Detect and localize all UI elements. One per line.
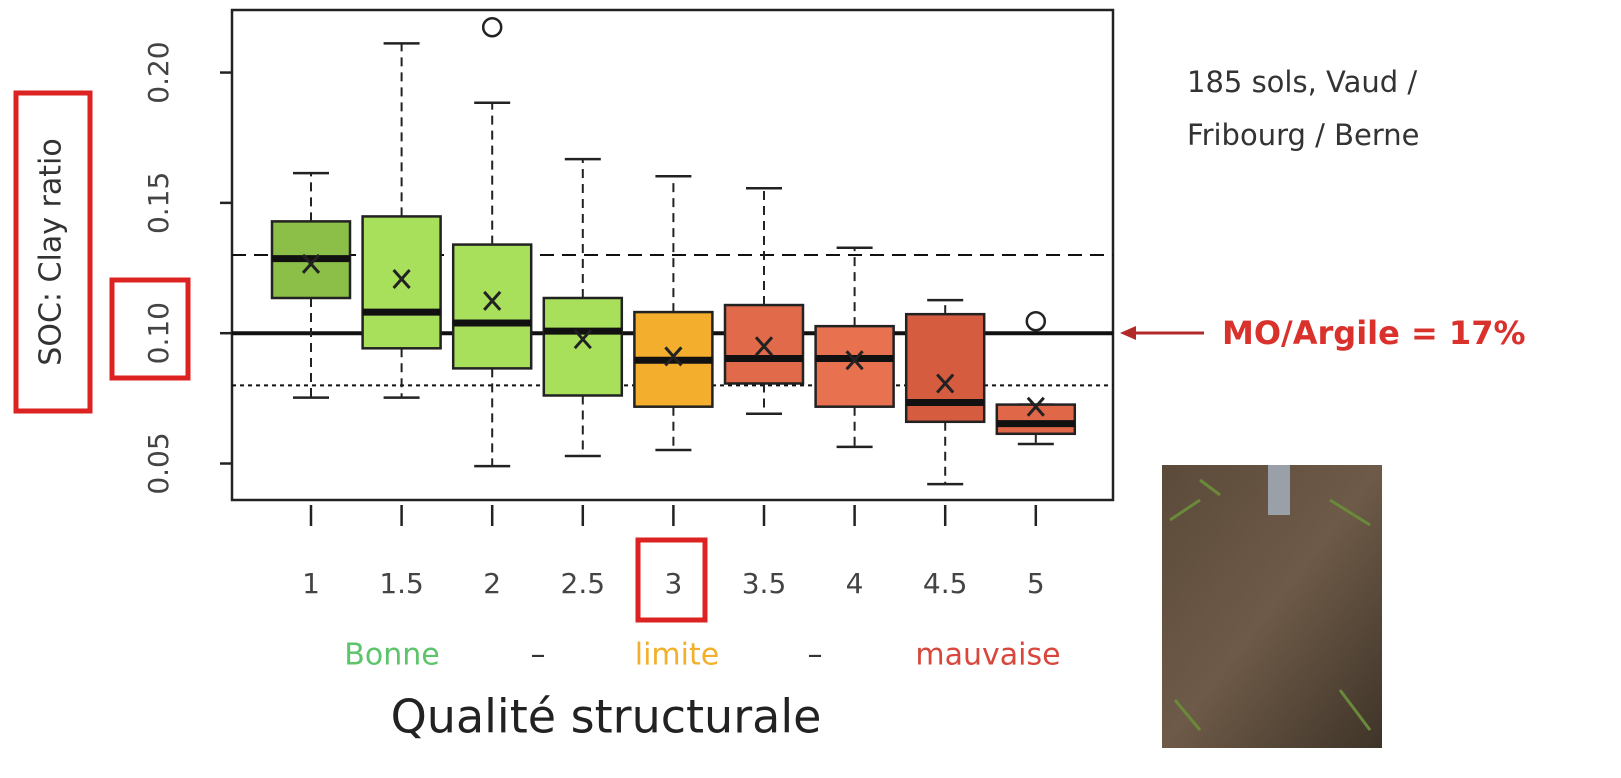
x-axis-title: Qualité structurale	[391, 690, 822, 744]
x-tick-label: 3.5	[742, 567, 787, 600]
y-tick-label: 0.20	[142, 41, 175, 103]
box	[361, 215, 442, 350]
photo	[1162, 465, 1382, 748]
mean-marker	[483, 290, 502, 311]
x-tick-label: 5	[1027, 567, 1045, 600]
box	[451, 243, 533, 370]
x-tick-label: 2	[483, 567, 501, 600]
x-tick-label: 3	[664, 567, 682, 600]
outlier	[1025, 310, 1047, 332]
mean-cross	[483, 290, 502, 311]
mean-cross	[301, 253, 321, 274]
mean-cross	[754, 336, 774, 357]
x-tick-label: 1	[302, 567, 320, 600]
mean-marker	[1026, 396, 1045, 417]
y-tick-label: 0.10	[142, 302, 175, 364]
mean-cross	[664, 346, 683, 367]
box	[542, 296, 624, 397]
quality-label: –	[531, 638, 546, 673]
y-tick-label: 0.05	[142, 432, 175, 494]
box	[995, 403, 1077, 436]
x-tick-label: 1.5	[379, 567, 424, 600]
y-axis-label: SOC: Clay ratio	[34, 138, 69, 365]
mean-marker	[573, 329, 592, 350]
mean-cross	[392, 268, 411, 289]
quality-label: limite	[635, 638, 719, 673]
mean-marker	[392, 268, 411, 289]
mean-cross	[936, 373, 955, 394]
mean-cross	[845, 350, 864, 371]
mean-marker	[301, 253, 321, 274]
arrow-label: MO/Argile = 17%	[1222, 314, 1526, 352]
box	[814, 324, 895, 408]
quality-label: mauvaise	[915, 638, 1060, 673]
x-tick-label: 4.5	[923, 567, 968, 600]
highlight-box	[13, 90, 93, 414]
mean-marker	[845, 350, 864, 371]
quality-label: Bonne	[344, 638, 439, 673]
arrow-head	[1120, 326, 1136, 340]
photo-grass	[1169, 478, 1372, 731]
outlier	[481, 16, 503, 38]
mean-cross	[1026, 396, 1045, 417]
mean-cross	[573, 329, 592, 350]
y-tick-label: 0.15	[142, 172, 175, 234]
quality-label: –	[808, 638, 823, 673]
x-tick-label: 4	[846, 567, 864, 600]
x-tick-label: 2.5	[561, 567, 606, 600]
mean-marker	[936, 373, 955, 394]
mean-marker	[664, 346, 683, 367]
annotation: 185 sols, Vaud /	[1187, 65, 1417, 99]
mean-marker	[754, 336, 774, 357]
highlight-box	[109, 277, 191, 381]
photo-spade	[1268, 465, 1290, 515]
annotation: Fribourg / Berne	[1187, 118, 1419, 152]
highlight-box	[635, 537, 708, 623]
